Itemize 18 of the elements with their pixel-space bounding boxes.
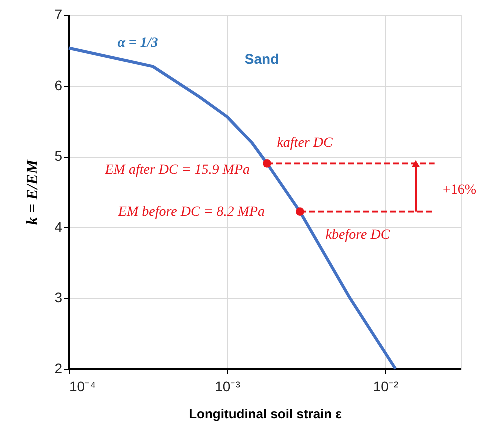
y-tick-label: 6 [54,77,63,94]
x-tick-label: 10⁻² [373,378,399,394]
y-tick-label: 3 [54,290,63,306]
annotation: EM after DC = 15.9 MPa [104,163,250,178]
y-axis-title: k = E/EM [24,159,42,226]
y-tick-label: 2 [54,360,63,376]
x-axis-title: Longitudinal soil strain ε [189,406,342,422]
y-tick-label: 7 [54,6,63,22]
annotation: kafter DC [277,136,334,151]
y-tick-label: 5 [54,148,63,164]
annotation: Sand [244,51,280,67]
annotation: EM before DC = 8.2 MPa [117,205,265,220]
y-tick-label: 4 [54,218,63,235]
x-tick-label: 10⁻³ [215,378,241,394]
annotation: α = 1/3 [118,36,158,51]
annotation: kbefore DC [326,228,391,243]
x-tick-label: 10⁻⁴ [70,378,96,394]
annotation: +16% [443,183,477,198]
